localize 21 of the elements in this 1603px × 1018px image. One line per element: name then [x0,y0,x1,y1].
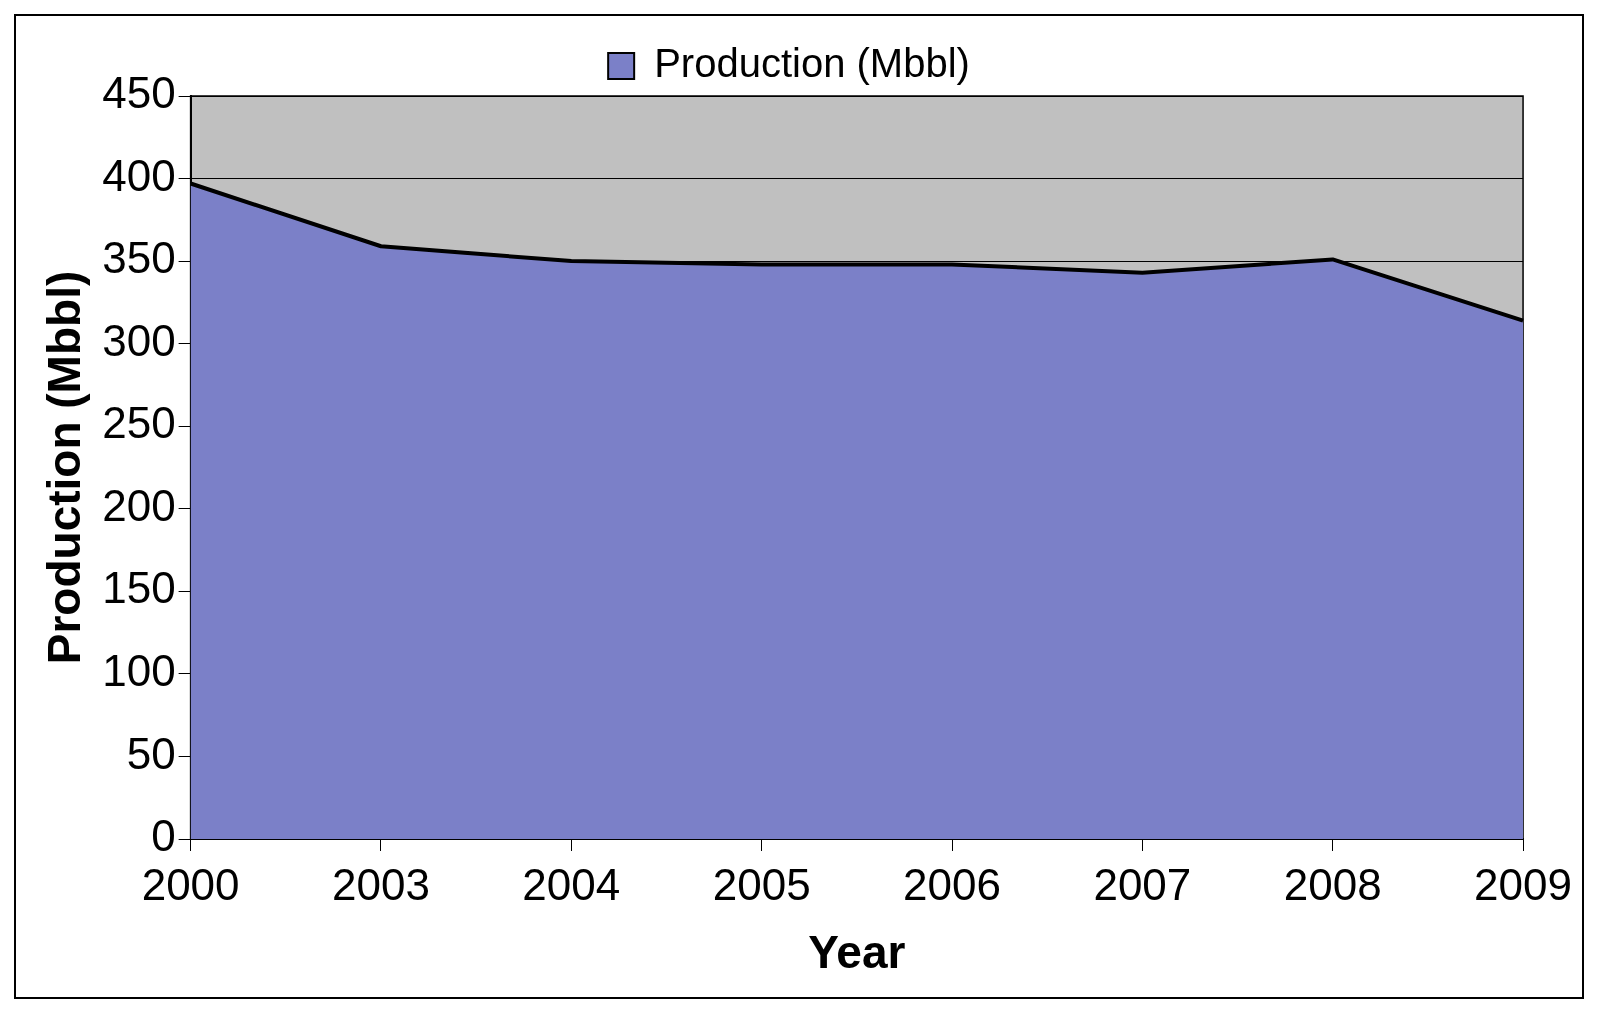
x-tick-label: 2003 [332,859,430,909]
y-tick-label: 350 [102,233,176,283]
y-tick-label: 0 [151,811,176,861]
x-tick-label: 2006 [903,859,1001,909]
x-axis-title: Year [808,926,906,979]
y-tick-label: 100 [102,646,176,696]
x-tick-label: 2008 [1283,859,1382,909]
x-tick-label: 2000 [141,859,240,909]
y-tick-label: 300 [102,315,176,365]
x-tick-label: 2005 [712,859,811,909]
x-tick-label: 2004 [522,859,621,909]
legend-label: Production (Mbbl) [654,41,970,86]
y-tick-label: 150 [102,563,176,613]
y-axis-title: Production (Mbbl) [38,270,91,665]
x-tick-label: 2009 [1474,859,1572,909]
y-tick-label: 450 [102,68,176,118]
y-tick-label: 400 [102,150,176,200]
y-tick-label: 200 [102,480,176,530]
y-tick-label: 250 [102,398,176,448]
x-tick-label: 2007 [1093,859,1192,909]
y-tick-label: 50 [126,728,176,778]
